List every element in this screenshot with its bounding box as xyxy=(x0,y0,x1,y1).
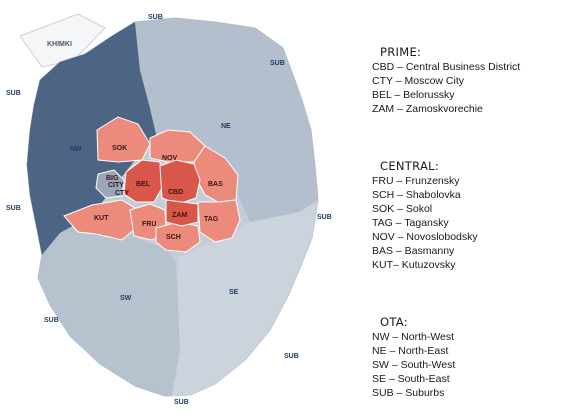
legend-item: TAG – Tagansky xyxy=(372,217,449,229)
ota-region-ne xyxy=(135,18,318,222)
legend-item: FRU – Frunzensky xyxy=(372,175,460,187)
zone-label-zam: ZAM xyxy=(172,212,187,219)
zone-cty xyxy=(95,169,125,199)
legend-prime-heading: PRIME: xyxy=(380,45,422,59)
legend-central-heading: CENTRAL: xyxy=(380,159,439,173)
legend-item: CBD – Central Business District xyxy=(372,61,521,73)
khimki-area xyxy=(19,13,106,68)
zone-zam xyxy=(165,199,199,227)
zone-label-sch: SCH xyxy=(166,234,181,241)
ota-region-nw xyxy=(27,22,157,255)
sub-label-left-upper: SUB xyxy=(6,90,21,97)
sub-label-top: SUB xyxy=(148,14,163,21)
zone-sok xyxy=(96,116,151,163)
ota-label-ne: NE xyxy=(221,123,231,130)
zone-label-bel: BEL xyxy=(136,181,151,188)
ota-label-sw: SW xyxy=(120,295,132,302)
zone-label-cbd: CBD xyxy=(168,189,183,196)
legend-item: SE – South-East xyxy=(372,373,450,385)
khimki-label: KHIMKI xyxy=(47,41,72,48)
sub-label-left-middle: SUB xyxy=(6,205,21,212)
legend-item: SCH – Shabolovka xyxy=(372,189,461,201)
legend-central: CENTRAL: FRU – Frunzensky SCH – Shabolov… xyxy=(372,159,478,272)
sub-label-bottom-right: SUB xyxy=(284,353,299,360)
ota-label-nw: NW xyxy=(70,146,82,153)
legend-item: NW – North-West xyxy=(372,331,455,343)
ota-region-sw xyxy=(38,205,180,396)
sub-label-top-right: SUB xyxy=(270,60,285,67)
legend-item: CTY – Moscow City xyxy=(372,75,464,87)
zone-cbd xyxy=(159,159,201,205)
zone-label-fru: FRU xyxy=(142,221,156,228)
legend-item: BEL – Belorussky xyxy=(372,89,455,101)
zone-label-nov: NOV xyxy=(162,155,178,162)
sub-label-right-middle: SUB xyxy=(317,214,332,221)
legend-item: NE – North-East xyxy=(372,345,449,357)
zone-bel xyxy=(123,159,163,203)
legend-ota: OTA: NW – North-West NE – North-East SW … xyxy=(372,315,455,400)
zone-label-big: BIG xyxy=(106,175,119,182)
legend-prime: PRIME: CBD – Central Business District C… xyxy=(372,45,520,116)
legend-item: KUT– Kutuzovsky xyxy=(372,259,456,271)
legend-item: SOK – Sokol xyxy=(372,203,433,215)
legend-item: NOV – Novoslobodsky xyxy=(372,231,478,243)
zone-label-bas: BAS xyxy=(208,181,223,188)
legend-item: ZAM – Zamoskvorechie xyxy=(372,103,483,115)
sub-label-bottom: SUB xyxy=(174,399,189,406)
zone-label-kut: KUT xyxy=(94,215,109,222)
legend-item: SUB – Suburbs xyxy=(372,387,445,399)
zone-label-cty: CTY xyxy=(115,190,129,197)
zone-label-sok: SOK xyxy=(112,145,127,152)
zone-tag xyxy=(197,199,241,243)
legend-item: SW – South-West xyxy=(372,359,456,371)
ota-label-se: SE xyxy=(229,289,239,296)
ota-region-se xyxy=(172,200,318,396)
zone-label-city: CITY xyxy=(108,182,124,189)
legend-ota-heading: OTA: xyxy=(380,315,408,329)
zone-label-tag: TAG xyxy=(204,216,219,223)
legend-item: BAS – Basmanny xyxy=(372,245,455,257)
sub-label-bottom-left: SUB xyxy=(44,317,59,324)
